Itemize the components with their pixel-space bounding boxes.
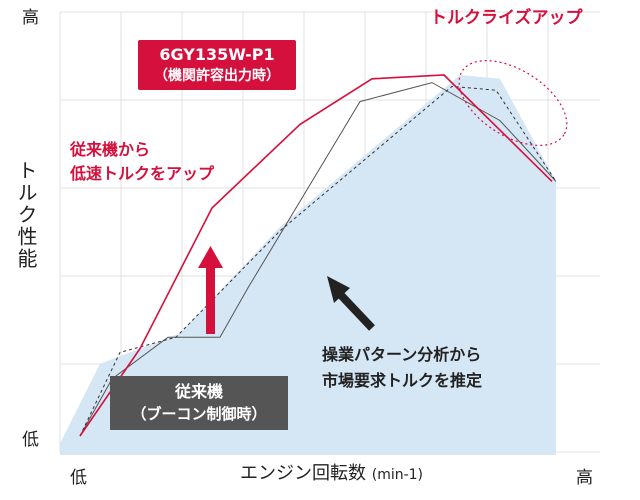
up-arrow	[198, 246, 223, 334]
model-callout: 6GY135W-P1 （機関許容出力時）	[138, 40, 296, 90]
x-axis-unit: (min-1)	[371, 467, 424, 483]
x-axis-title: エンジン回転数 (min-1)	[240, 465, 423, 483]
model-condition: （機関許容出力時）	[154, 68, 280, 84]
y-axis-low-label: 低	[22, 430, 39, 450]
model-name: 6GY135W-P1	[159, 45, 275, 64]
market-demand-note-line2: 市場要求トルクを推定	[322, 371, 483, 390]
y-axis-high-label: 高	[22, 8, 39, 28]
torque-rise-highlight-ellipse	[458, 60, 568, 146]
conventional-name: 従来機	[174, 382, 223, 401]
low-speed-torque-note: 従来機から 低速トルクをアップ	[70, 138, 214, 186]
x-axis-low-label: 低	[70, 468, 87, 488]
x-axis-title-text: エンジン回転数	[240, 463, 366, 484]
conventional-condition: （ブーコン制御時）	[131, 405, 267, 423]
y-axis-title: トルク性能	[14, 160, 38, 270]
low-speed-torque-note-line2: 低速トルクをアップ	[70, 164, 215, 183]
pointer-arrow	[327, 276, 375, 331]
market-demand-area	[60, 75, 556, 455]
6gy135w-p1-torque-line	[79, 74, 553, 437]
conventional-callout: 従来機 （ブーコン制御時）	[110, 376, 288, 430]
market-demand-note-line1: 操業パターン分析から	[322, 345, 482, 364]
market-demand-note: 操業パターン分析から 市場要求トルクを推定	[322, 342, 482, 394]
torque-rise-label: トルクライズアップ	[430, 8, 583, 28]
low-speed-torque-note-line1: 従来機から	[70, 140, 151, 159]
market-demand-estimate-line	[79, 85, 557, 437]
x-axis-high-label: 高	[576, 468, 593, 488]
